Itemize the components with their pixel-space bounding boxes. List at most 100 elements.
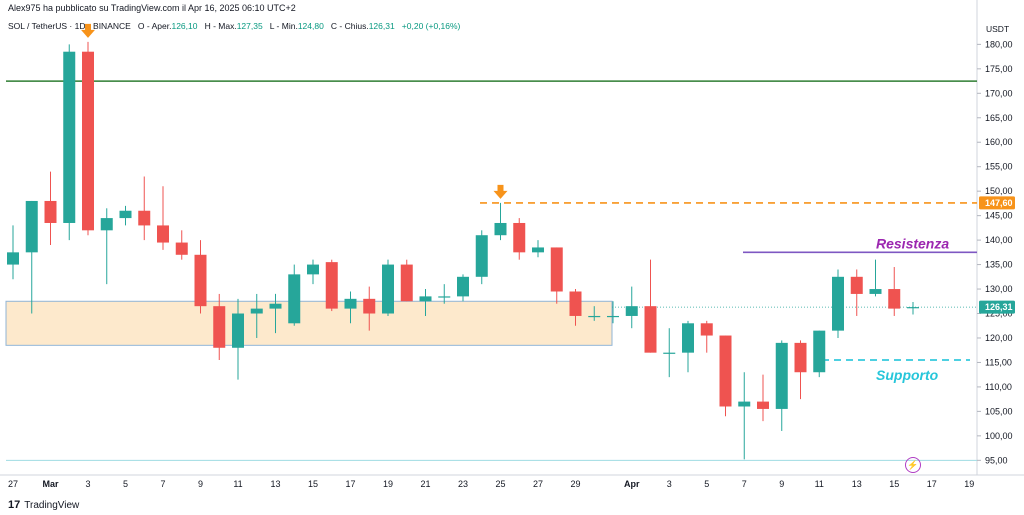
x-tick-label: 5 [123,479,128,489]
candle-body [494,222,507,236]
candle-body [232,313,244,348]
x-tick-label: Apr [624,479,640,489]
last-price-tag-bg [979,300,1015,314]
high-label: H - Max. [204,21,237,31]
candle-body [400,264,413,302]
x-tick-label: 11 [815,479,824,489]
y-tick-label: 160,00 [985,137,1013,147]
candle-body [307,264,319,275]
candle-body [513,222,526,253]
candle-body [419,296,432,302]
candle-body [682,323,694,353]
x-tick-label: 7 [742,479,747,489]
arrow-down-icon [493,184,508,199]
candle-body [438,296,451,298]
x-tick-label: 19 [383,479,393,489]
x-tick-label: 19 [964,479,974,489]
candle-body [550,247,563,292]
tradingview-logo-icon: 17 [8,499,21,511]
candle-body [363,298,376,314]
low-label: L - Min. [269,21,298,31]
x-tick-label: 25 [495,479,505,489]
low-value: 124,80 [297,21,324,31]
candle-body [288,274,301,324]
candle-body [607,315,619,318]
candle-body [175,242,188,255]
candle-body [850,276,863,294]
resistance-label: Resistenza [876,235,949,251]
candle-body [63,51,76,223]
candle-body [157,225,169,243]
x-tick-label: 27 [8,479,18,489]
symbol-name: SOL / TetherUS · 1D · BINANCE [8,21,131,31]
y-tick-label: 95,00 [985,455,1008,465]
candle-body [7,252,19,265]
support-label: Supporto [876,367,939,383]
change-value: +0,20 (+0,16%) [401,21,461,31]
x-tick-label: 3 [667,479,672,489]
x-tick-label: 23 [458,479,468,489]
x-tick-label: 27 [533,479,543,489]
candle-body [269,303,282,309]
x-tick-label: 9 [198,479,203,489]
candle-body [250,308,263,314]
y-tick-label: 110,00 [985,382,1012,392]
candle-body [475,235,488,277]
brand-name: TradingView [24,499,80,511]
candle-body [194,254,207,307]
candle-body [25,200,38,253]
last-price-tag: 126,31 [985,302,1013,312]
candle-body [382,264,394,314]
y-tick-label: 140,00 [985,235,1013,245]
orange-price-tag-bg [979,196,1015,210]
candle-body [832,276,844,331]
candle-body [700,323,713,336]
open-label: O - Aper. [137,21,172,31]
candle-body [344,298,357,309]
candle-body [532,247,544,253]
y-tick-label: 155,00 [985,162,1013,172]
x-tick-label: 29 [570,479,580,489]
lightning-icon[interactable]: ⚡ [905,457,921,473]
candle-body [119,210,132,219]
y-tick-label: 120,00 [985,333,1013,343]
candle-body [775,342,788,409]
candle-body [719,335,732,407]
orange-price-tag: 147,60 [985,198,1013,208]
currency-label: USDT [986,24,1010,34]
candle-body [82,51,94,231]
x-tick-label: 17 [345,479,355,489]
close-value: 126,31 [368,21,395,31]
x-tick-label: 15 [889,479,899,489]
x-tick-label: 11 [233,479,242,489]
candle-body [325,262,338,309]
x-tick-label: Mar [42,479,59,489]
candle-body [644,306,657,353]
y-tick-label: 115,00 [985,357,1012,367]
candle-body [757,401,769,409]
x-tick-label: 21 [420,479,430,489]
symbol-ohlc-line: SOL / TetherUS · 1D · BINANCE O - Aper. 1… [8,21,460,31]
x-tick-label: 17 [927,479,937,489]
arrow-down-icon [81,23,95,38]
x-tick-label: 5 [704,479,709,489]
publisher-text: Alex975 ha pubblicato su TradingView.com… [8,3,296,13]
y-tick-label: 130,00 [985,284,1013,294]
y-tick-label: 105,00 [985,406,1013,416]
y-tick-label: 165,00 [985,113,1013,123]
y-tick-label: 175,00 [985,64,1013,74]
x-tick-label: 13 [852,479,862,489]
demand-zone [5,300,613,346]
close-label: C - Chius. [330,21,369,31]
y-tick-label: 135,00 [985,260,1013,270]
y-tick-label: 170,00 [985,88,1013,98]
candle-body [100,218,113,231]
candle-body [907,307,919,309]
candle-body [213,306,226,348]
high-value: 127,35 [236,21,263,31]
y-tick-label: 100,00 [985,431,1013,441]
candle-body [569,291,582,316]
x-tick-label: 7 [160,479,165,489]
x-tick-label: 15 [308,479,318,489]
